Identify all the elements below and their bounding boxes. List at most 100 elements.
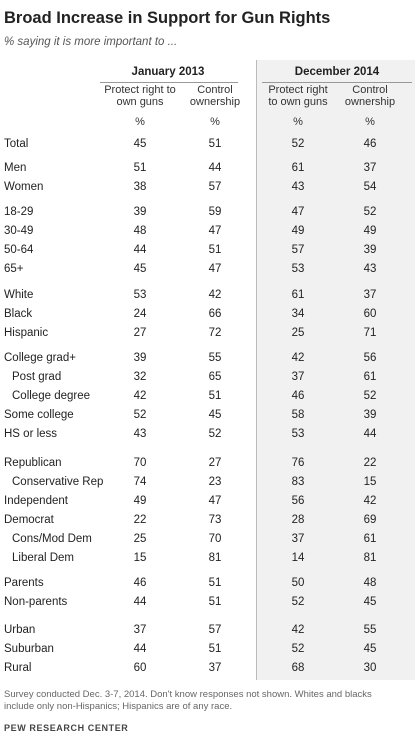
table-cell-value: 53 [291,428,305,440]
table-cell-value: 43 [363,263,377,275]
table-cell-value: 22 [363,457,377,469]
table-row: Hispanic 27 72 25 71 [0,327,415,345]
column-header-protect-2013: Protect right to own guns [96,84,184,108]
table-cell-value: 66 [208,308,222,320]
table-cell-value: 39 [133,352,147,364]
table-cell-value: 46 [133,577,147,589]
table-row: 18-29 39 59 47 52 [0,206,415,224]
period-header-dec-2014: December 2014 [294,66,380,78]
row-label: Urban [4,624,36,636]
table-cell-value: 52 [133,409,147,421]
table-cell-value: 14 [291,552,305,564]
table-cell-value: 45 [363,596,377,608]
row-label: HS or less [4,428,58,440]
row-label: 18-29 [4,206,34,218]
chart-subtitle: % saying it is more important to ... [4,36,178,48]
table-row: Post grad 32 65 37 61 [0,371,415,389]
table-cell-value: 49 [291,225,305,237]
row-label: College degree [12,390,91,402]
table-cell-value: 39 [133,206,147,218]
table-cell-value: 42 [291,624,305,636]
period-header-jan-2013: January 2013 [131,66,205,78]
table-cell-value: 47 [291,206,305,218]
row-label: Independent [4,495,68,507]
row-label: Liberal Dem [12,552,74,564]
table-row: Conservative Rep 74 23 83 15 [0,476,415,494]
chart-title: Broad Increase in Support for Gun Rights [4,9,331,27]
column-header-line: ownership [344,96,396,108]
table-cell-value: 23 [208,476,222,488]
table-row: 50-64 44 51 57 39 [0,244,415,262]
table-cell-value: 44 [133,596,147,608]
table-cell-value: 46 [363,138,377,150]
column-header-line: to own guns [268,96,328,108]
table-cell-value: 81 [363,552,377,564]
row-label: Cons/Mod Dem [12,533,92,545]
table-cell-value: 45 [133,263,147,275]
column-header-control-2014: Control ownership [338,84,402,108]
table-cell-value: 58 [291,409,305,421]
table-cell-value: 46 [291,390,305,402]
table-cell-value: 42 [363,495,377,507]
table-cell-value: 73 [208,514,222,526]
table-cell-value: 45 [363,643,377,655]
table-cell-value: 53 [291,263,305,275]
table-row: Urban 37 57 42 55 [0,624,415,642]
table-cell-value: 51 [208,390,222,402]
table-cell-value: 61 [291,289,305,301]
column-header-line: own guns [116,96,164,108]
table-row: Parents 46 51 50 48 [0,577,415,595]
row-label: Some college [4,409,74,421]
table-row: Non-parents 44 51 52 45 [0,596,415,614]
table-cell-value: 43 [291,181,305,193]
table-cell-value: 61 [291,162,305,174]
table-cell-value: 51 [208,138,222,150]
table-cell-value: 47 [208,263,222,275]
table-cell-value: 47 [208,495,222,507]
table-cell-value: 37 [133,624,147,636]
table-cell-value: 44 [133,244,147,256]
unit-label: % [210,116,220,128]
table-cell-value: 76 [291,457,305,469]
table-cell-value: 32 [133,371,147,383]
table-cell-value: 51 [208,577,222,589]
table-cell-value: 54 [363,181,377,193]
table-row: College grad+ 39 55 42 56 [0,352,415,370]
row-label: Rural [4,662,32,674]
unit-label: % [135,116,145,128]
row-label: Hispanic [4,327,49,339]
table-cell-value: 71 [363,327,377,339]
row-label: College grad+ [4,352,76,364]
table-cell-value: 45 [208,409,222,421]
table-row: Rural 60 37 68 30 [0,662,415,680]
table-cell-value: 69 [363,514,377,526]
row-label: Men [4,162,27,174]
table-cell-value: 65 [208,371,222,383]
table-cell-value: 68 [291,662,305,674]
table-cell-value: 27 [208,457,222,469]
row-label: 65+ [4,263,24,275]
table-cell-value: 42 [208,289,222,301]
table-cell-value: 37 [363,289,377,301]
table-cell-value: 24 [133,308,147,320]
table-row: White 53 42 61 37 [0,289,415,307]
row-label: 50-64 [4,244,34,256]
period-rule-jan-2013 [100,82,238,83]
unit-label: % [365,116,375,128]
table-row: Democrat 22 73 28 69 [0,514,415,532]
table-cell-value: 51 [133,162,147,174]
table-cell-value: 22 [133,514,147,526]
table-cell-value: 83 [291,476,305,488]
table-cell-value: 49 [363,225,377,237]
table-cell-value: 56 [291,495,305,507]
table-cell-value: 51 [208,244,222,256]
footnote: Survey conducted Dec. 3-7, 2014. Don't k… [4,689,372,712]
table-row: College degree 42 51 46 52 [0,390,415,408]
table-cell-value: 72 [208,327,222,339]
table-cell-value: 37 [363,162,377,174]
table-cell-value: 59 [208,206,222,218]
period-divider [256,60,257,680]
table-cell-value: 15 [133,552,147,564]
table-row: Independent 49 47 56 42 [0,495,415,513]
column-header-line: Protect right [268,84,328,96]
